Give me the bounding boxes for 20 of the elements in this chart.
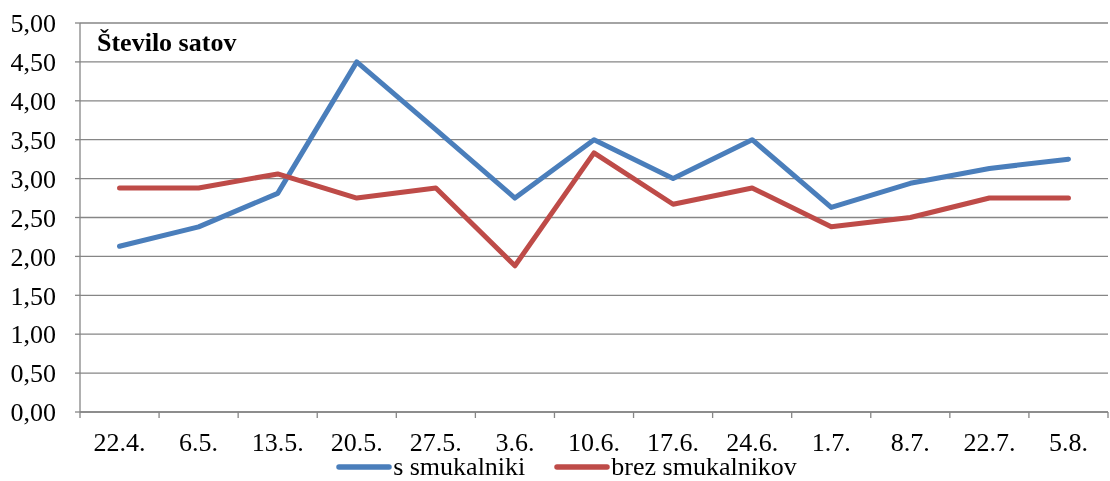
y-tick-label: 1,50 (10, 281, 56, 311)
x-tick-label: 13.5. (251, 428, 304, 457)
x-tick-label: 8.7. (890, 428, 930, 457)
x-tick-label: 22.4. (93, 428, 146, 457)
y-tick-label: 0,50 (10, 359, 56, 389)
y-tick-label: 1,00 (10, 320, 56, 350)
y-tick-label: 3,00 (10, 164, 56, 194)
x-tick-label: 1.7. (811, 428, 851, 457)
x-tick-label: 22.7. (963, 428, 1016, 457)
y-tick-label: 4,00 (10, 87, 56, 117)
y-tick-label: 5,00 (10, 9, 56, 39)
x-tick-label: 20.5. (330, 428, 383, 457)
x-tick-label: 5.8. (1048, 428, 1088, 457)
y-axis-title: Število satov (97, 28, 237, 57)
x-tick-label: 6.5. (179, 428, 219, 457)
y-tick-label: 2,00 (10, 242, 56, 272)
y-tick-label: 0,00 (10, 398, 56, 428)
y-tick-label: 4,50 (10, 48, 56, 78)
y-tick-label: 2,50 (10, 203, 56, 233)
y-tick-label: 3,50 (10, 125, 56, 155)
